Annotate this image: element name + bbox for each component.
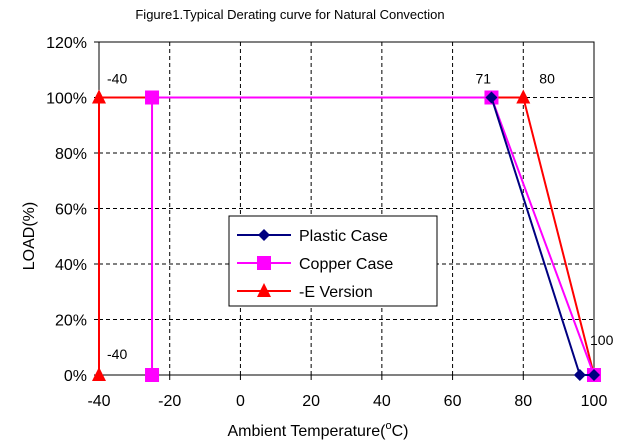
legend-label: Plastic Case <box>299 228 388 245</box>
degree-superscript: o <box>385 420 391 432</box>
legend-swatch-marker <box>257 283 271 297</box>
x-tick-label: -20 <box>158 393 181 410</box>
legend-swatch-marker <box>257 256 271 270</box>
x-axis-label: Ambient Temperature(oC) <box>227 420 408 440</box>
data-point <box>588 369 600 381</box>
x-tick-label: 60 <box>444 393 462 410</box>
data-label: -40 <box>107 71 127 87</box>
y-tick-label: 120% <box>46 35 87 52</box>
legend: Plastic Case Copper Case -E Version <box>228 215 438 307</box>
data-label: 80 <box>539 71 555 87</box>
chart-title: Figure1.Typical Derating curve for Natur… <box>135 7 444 22</box>
data-point <box>92 89 106 104</box>
y-tick-label: 20% <box>55 313 87 330</box>
x-tick-label: 0 <box>236 393 245 410</box>
series-1 <box>145 90 601 382</box>
x-tick-label: -40 <box>87 393 110 410</box>
x-tick-label: 100 <box>581 393 608 410</box>
x-axis-label-unit: C) <box>392 423 409 440</box>
data-label: 100 <box>590 332 614 348</box>
data-point <box>145 368 160 382</box>
legend-item: Plastic Case <box>237 228 388 245</box>
data-label: 71 <box>475 71 491 87</box>
data-label: -40 <box>107 346 127 362</box>
series-group <box>92 89 601 382</box>
legend-item: Copper Case <box>237 256 393 273</box>
data-point <box>516 89 531 104</box>
legend-label: -E Version <box>299 284 373 301</box>
axis-ticks: -40 -20 0 20 40 60 80 100 0% 20% 40% 60% 80% 100% 120% <box>46 35 607 410</box>
x-tick-label: 40 <box>373 393 391 410</box>
legend-label: Copper Case <box>299 256 393 273</box>
y-tick-label: 0% <box>64 368 87 385</box>
legend-item: -E Version <box>237 283 373 301</box>
x-tick-label: 80 <box>514 393 532 410</box>
y-tick-label: 100% <box>46 91 87 108</box>
x-tick-label: 20 <box>302 393 320 410</box>
series-0 <box>485 91 600 381</box>
y-tick-label: 60% <box>55 202 87 219</box>
y-axis-label: LOAD(%) <box>21 202 38 270</box>
y-tick-label: 80% <box>55 146 87 163</box>
data-point <box>573 369 586 381</box>
data-point <box>92 367 106 381</box>
data-point <box>145 90 160 105</box>
annotations: -40 -40 71 80 100 <box>107 71 614 363</box>
grid <box>99 42 594 375</box>
y-tick-label: 40% <box>55 257 87 274</box>
series-line <box>151 96 595 376</box>
legend-swatch-marker <box>258 229 270 241</box>
x-axis-label-text: Ambient Temperature( <box>227 423 386 440</box>
data-point <box>485 91 498 104</box>
